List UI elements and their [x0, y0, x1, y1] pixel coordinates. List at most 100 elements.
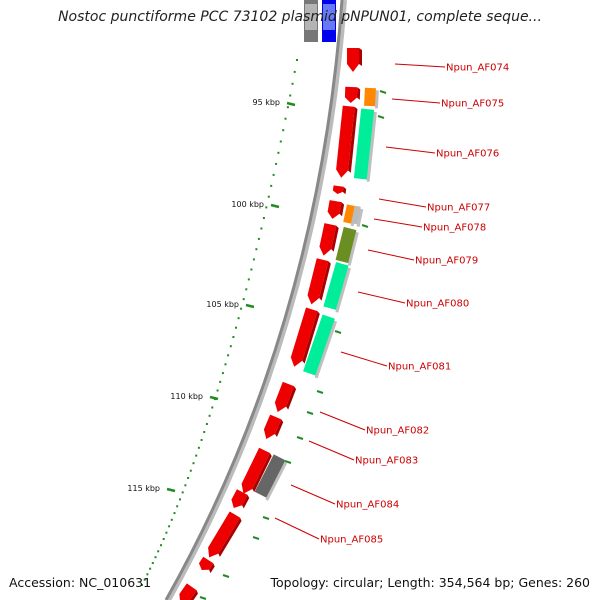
tick-mark: [245, 303, 255, 309]
arrow-shade: [348, 106, 358, 173]
arrow-body: [241, 447, 270, 494]
gc-dot: [277, 151, 280, 154]
topology-text: Topology: circular; Length: 354,564 bp; …: [270, 575, 591, 590]
arrow-body: [290, 307, 318, 367]
gene-label-npun_af084: Npun_AF084: [336, 500, 399, 511]
cds-arrow: [336, 105, 358, 178]
gc-dot: [221, 372, 224, 375]
accession-text: Accession: NC_010631: [9, 575, 152, 590]
tick-label: 100 kbp: [231, 200, 264, 209]
gc-dot: [291, 82, 294, 85]
arrow-body: [332, 185, 344, 194]
map-title: Nostoc punctiforme PCC 73102 plasmid pNP…: [58, 9, 542, 25]
gene-label-npun_af075: Npun_AF075: [441, 99, 504, 110]
gene-labels: Npun_AF074 Npun_AF075 Npun_AF076 Npun_AF077…: [274, 63, 509, 546]
gene-label-npun_af076: Npun_AF076: [436, 149, 499, 160]
gc-dot: [203, 431, 206, 433]
gc-dot: [267, 195, 270, 198]
gene-label-npun_af085: Npun_AF085: [320, 535, 383, 546]
gc-dot: [200, 439, 203, 441]
cds-arrow: [344, 86, 361, 103]
arrow-shade: [339, 202, 345, 217]
block-shade: [356, 208, 364, 228]
cds-arrow: [231, 489, 250, 509]
gc-dot: [272, 173, 275, 176]
gc-dot: [184, 484, 187, 487]
arrow-shade: [359, 48, 362, 66]
arrow-body: [344, 86, 358, 103]
gc-dot: [187, 477, 190, 479]
block-shade: [335, 267, 351, 313]
label-leader: [308, 440, 355, 461]
cog-block: [364, 87, 379, 109]
arrow-body: [179, 583, 197, 600]
gc-dot: [232, 336, 235, 338]
gc-dot: [224, 363, 227, 366]
gc-dot: [176, 505, 179, 508]
arrow-shade: [274, 419, 284, 438]
gc-dot: [247, 278, 250, 281]
arrow-shade: [319, 261, 331, 301]
gc-dot: [173, 512, 176, 515]
label-leader: [378, 198, 427, 208]
gc-dot: [227, 354, 230, 357]
gc-dot: [260, 227, 263, 230]
gc-dot: [154, 556, 157, 559]
arrow-shade: [242, 494, 250, 509]
gc-dot: [286, 106, 289, 109]
gene-label-npun_af074: Npun_AF074: [446, 63, 509, 74]
arrow-body: [307, 258, 329, 305]
arrow-body: [274, 381, 294, 413]
separator-tick: [306, 411, 314, 415]
cds-arrow: [307, 258, 331, 305]
kbp-tick-marks: 95 kbp 100 kbp 105 kbp 110 kbp 115 kbp: [127, 98, 296, 493]
plasmid-backbone: [164, 0, 347, 600]
gc-dot: [165, 531, 168, 534]
cog-block: [303, 314, 338, 379]
gc-dot: [296, 59, 298, 61]
gc-dot: [157, 550, 160, 553]
block-shade: [366, 111, 377, 182]
gc-dot: [168, 525, 171, 528]
arrow-shade: [252, 453, 272, 493]
gc-dot: [235, 326, 237, 329]
gc-dot: [141, 584, 143, 586]
separator-tick: [377, 115, 385, 119]
arrow-body: [327, 200, 342, 219]
gc-dot: [162, 538, 165, 540]
cds-arrow: [332, 185, 347, 195]
block-body: [323, 262, 349, 310]
tick-label: 95 kbp: [252, 98, 280, 107]
cds-arrow: [327, 200, 345, 219]
separator-tick: [361, 224, 369, 228]
gc-dot: [160, 544, 162, 547]
label-leader: [367, 249, 415, 261]
block-shade: [347, 232, 359, 266]
arrow-body: [198, 556, 214, 571]
label-leader: [319, 411, 366, 431]
separator-tick: [262, 516, 270, 520]
arrow-shade: [189, 590, 198, 600]
tick-mark: [286, 101, 296, 107]
gc-dot: [257, 237, 260, 240]
separator-tick: [334, 330, 342, 334]
label-leader: [385, 146, 436, 154]
gc-dot: [205, 423, 208, 425]
cds-arrow: [290, 307, 320, 367]
arrow-shade: [218, 517, 242, 557]
arrow-shade: [331, 225, 339, 252]
gc-dot: [282, 129, 285, 132]
separator-tick: [284, 460, 292, 464]
block-shade: [265, 462, 288, 501]
separator-tick: [296, 436, 304, 440]
gene-label-npun_af083: Npun_AF083: [355, 456, 418, 467]
gene-features: [179, 0, 387, 600]
label-leader: [391, 98, 441, 104]
gc-dot: [143, 578, 146, 581]
cds-arrow: [319, 223, 339, 256]
gc-dot: [211, 406, 214, 409]
gc-dot: [192, 462, 195, 465]
gc-dot: [250, 268, 253, 271]
block-body: [351, 205, 361, 225]
